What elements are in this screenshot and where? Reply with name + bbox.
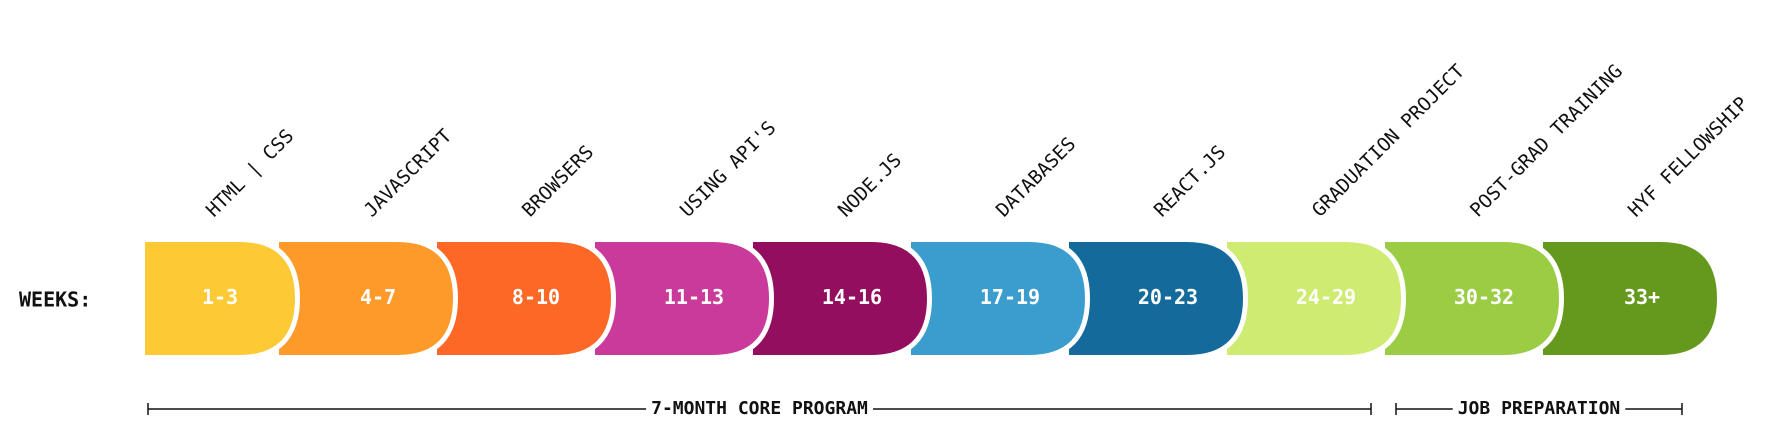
module-block (145, 242, 295, 355)
module-topic: JAVASCRIPT (360, 125, 456, 221)
module-block (279, 242, 453, 355)
phase-label-bg (1452, 398, 1626, 419)
module-weeks: 4-7 (360, 285, 396, 309)
module-weeks: 11-13 (664, 285, 724, 309)
phase-label-bg (646, 398, 874, 419)
module-topic: REACT.JS (1150, 141, 1230, 221)
module-weeks: 24-29 (1296, 285, 1356, 309)
module-topic: POST-GRAD TRAINING (1466, 60, 1627, 221)
module-topic: USING API'S (676, 117, 781, 222)
module-topic: NODE.JS (834, 149, 906, 221)
module-weeks: 20-23 (1138, 285, 1198, 309)
module-block (437, 242, 611, 355)
module-weeks: 30-32 (1454, 285, 1514, 309)
module-weeks: 8-10 (512, 285, 560, 309)
phase-label: JOB PREPARATION (1458, 398, 1621, 419)
module-block (1227, 242, 1401, 355)
module-weeks: 17-19 (980, 285, 1040, 309)
module-weeks: 33+ (1624, 285, 1660, 309)
module-topic: DATABASES (992, 133, 1080, 221)
module-block (595, 242, 769, 355)
module-topic: HYF FELLOWSHIP (1624, 93, 1753, 222)
module-block (1069, 242, 1243, 355)
module-block (1543, 242, 1717, 355)
module-block (1385, 242, 1559, 355)
module-topic: HTML | CSS (202, 125, 298, 221)
module-topic: BROWSERS (518, 141, 598, 221)
module-block (753, 242, 927, 355)
module-topic: GRADUATION PROJECT (1308, 60, 1469, 221)
phase-label: 7-MONTH CORE PROGRAM (651, 398, 868, 419)
weeks-label: WEEKS: (19, 288, 91, 312)
module-weeks: 1-3 (202, 285, 238, 309)
module-block (911, 242, 1085, 355)
module-weeks: 14-16 (822, 285, 882, 309)
